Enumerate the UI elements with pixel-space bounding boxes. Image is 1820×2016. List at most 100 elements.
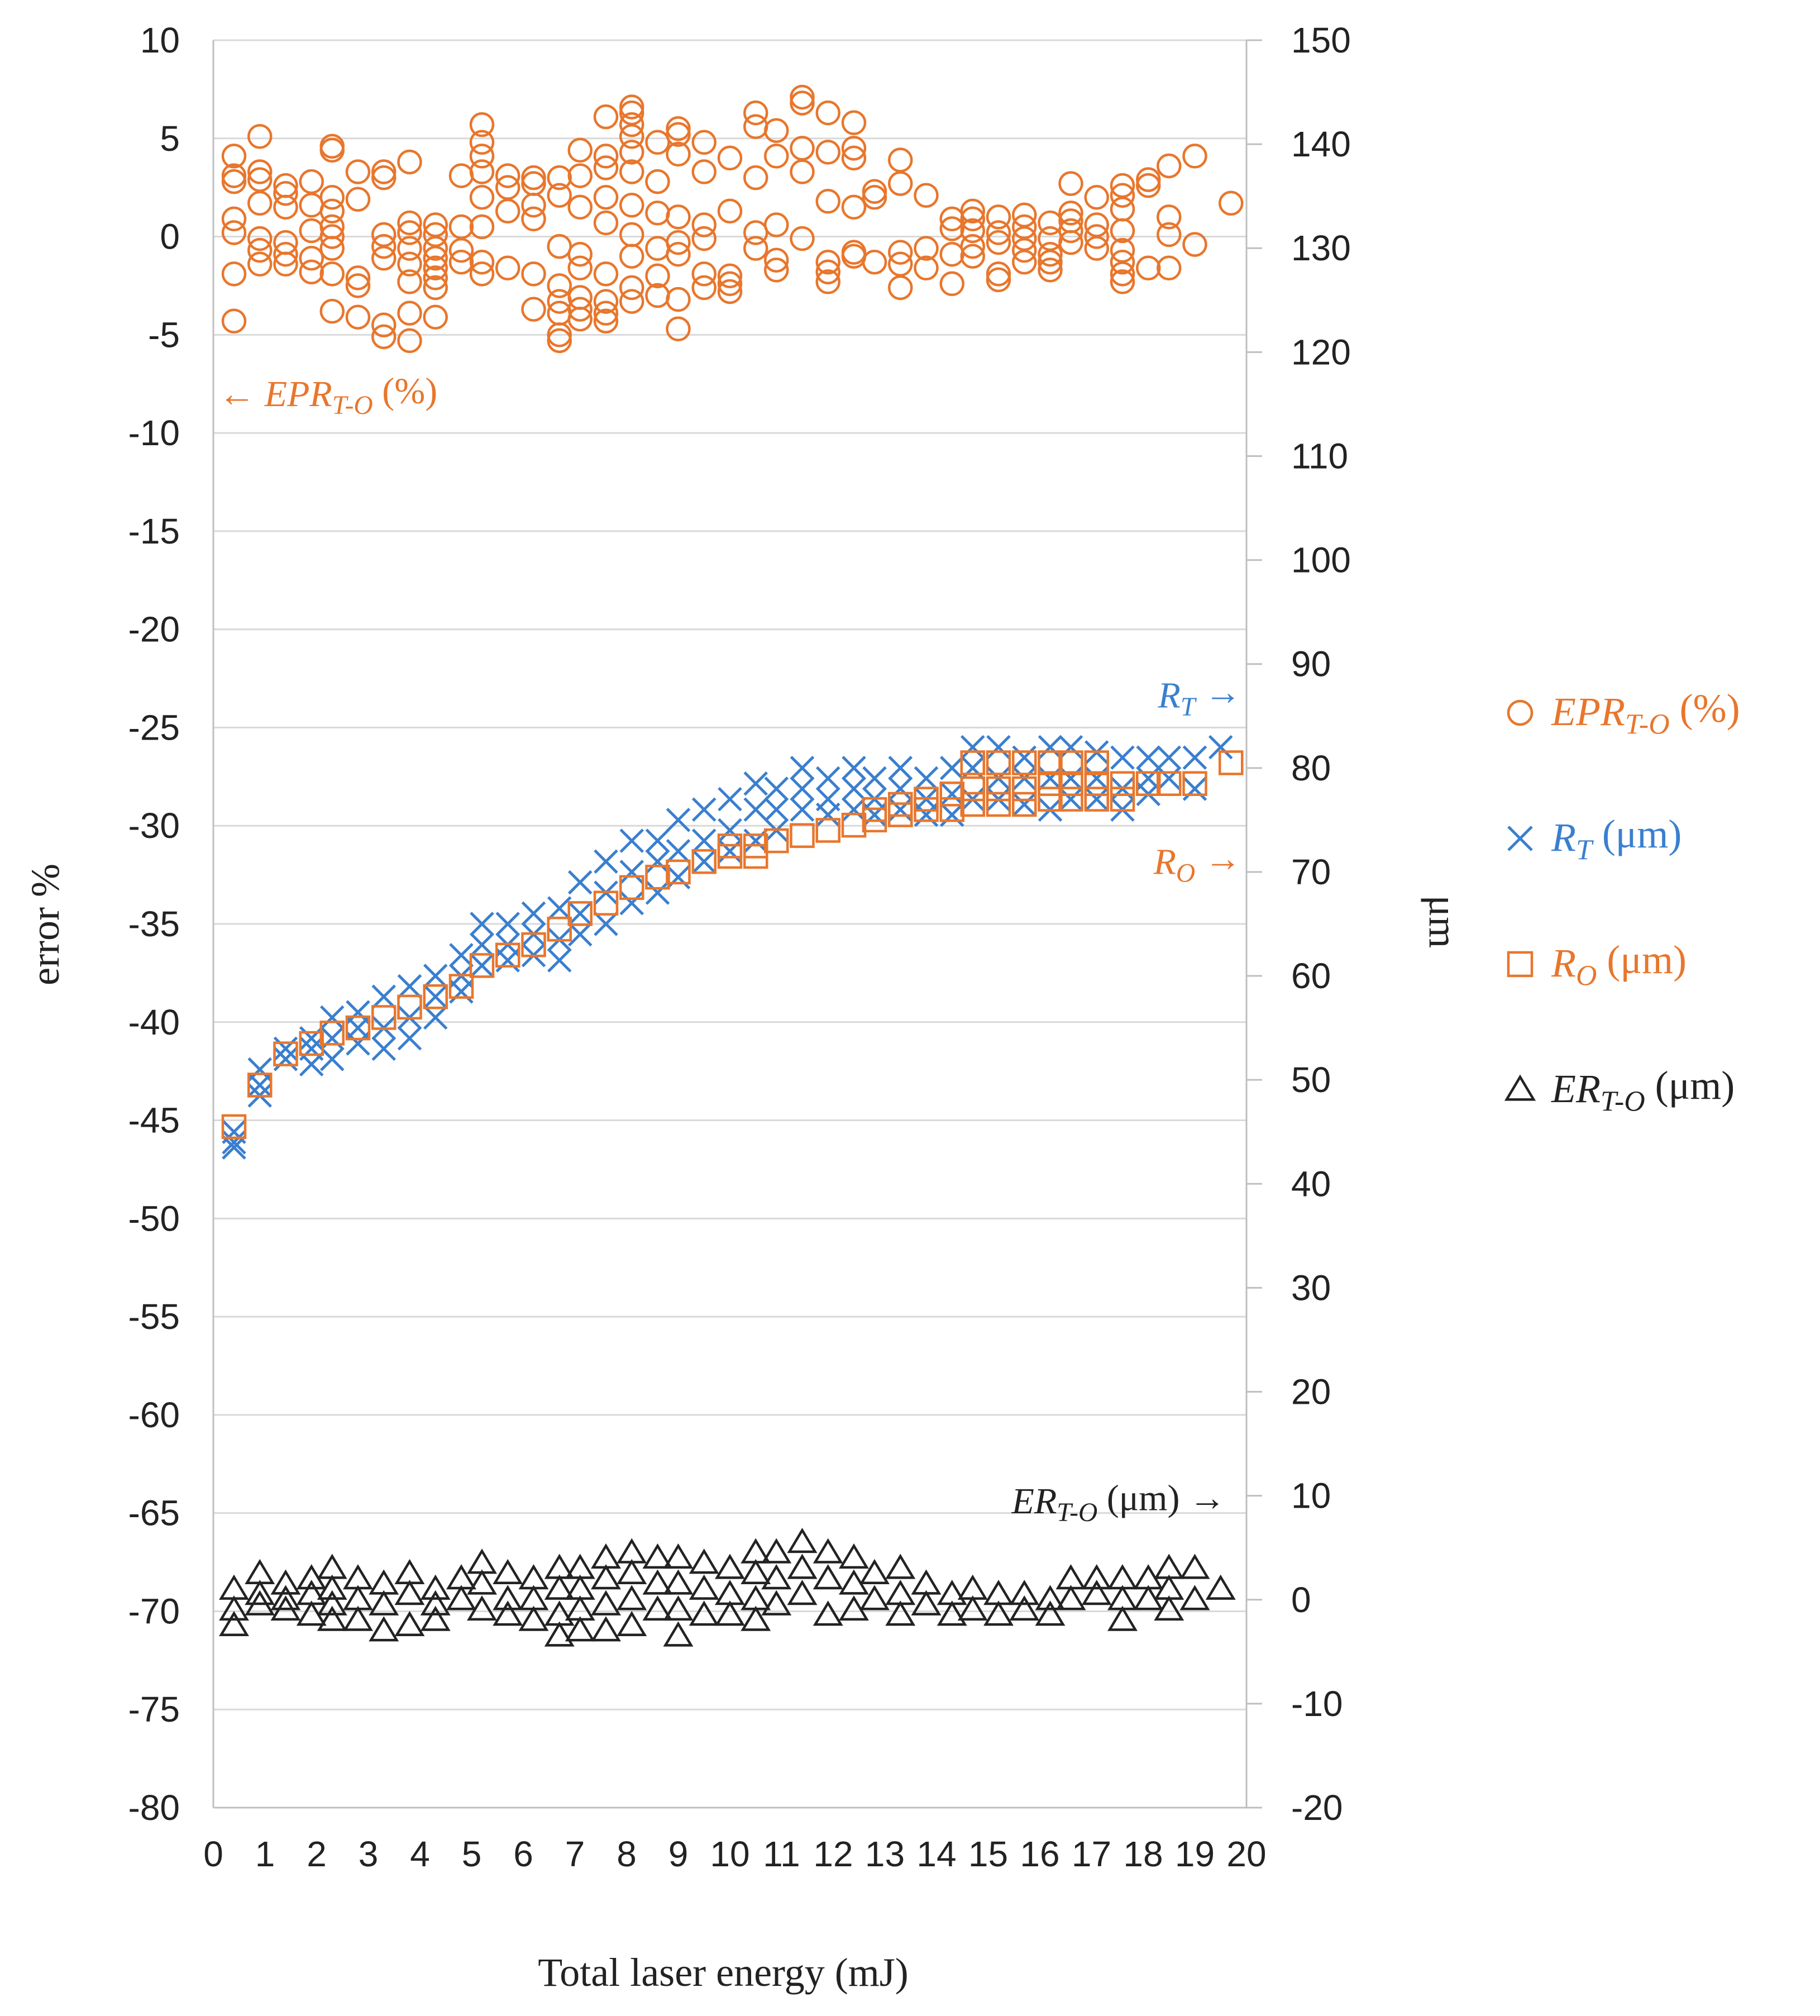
epr-point [717, 271, 743, 297]
rt-point [764, 797, 789, 822]
epr-point [960, 198, 985, 224]
rt-point [1012, 745, 1037, 770]
er-point [1133, 1585, 1164, 1610]
left-tick-label: 10 [140, 20, 180, 60]
epr-point [666, 230, 691, 255]
er-point [1179, 1553, 1210, 1579]
rt-point [1038, 735, 1063, 760]
epr-point [593, 308, 619, 333]
x-tick-label: 18 [1123, 1834, 1163, 1874]
er-point [839, 1543, 869, 1569]
x-tick-label: 15 [968, 1834, 1008, 1874]
rt-point [666, 808, 691, 832]
epr-point [567, 241, 593, 267]
right-tick-label: 130 [1291, 228, 1351, 268]
ro-point [319, 1021, 345, 1046]
epr-point [495, 255, 520, 281]
rt-point [521, 901, 546, 926]
epr-point [319, 184, 345, 210]
ro-point [1157, 771, 1182, 796]
epr-point [619, 94, 644, 120]
ro-point [299, 1031, 324, 1056]
epr-point [593, 261, 619, 287]
legend-marker-rt [1507, 826, 1533, 851]
legend-label-er: ERT-O (μm) [1551, 1063, 1735, 1118]
er-point [591, 1543, 621, 1569]
er-point [518, 1564, 549, 1590]
right-tick-label: 70 [1291, 852, 1331, 892]
epr-point [888, 171, 913, 196]
rt-point [567, 870, 593, 895]
epr-point [469, 214, 495, 240]
rt-point [743, 828, 768, 853]
epr-point [691, 130, 716, 155]
epr-point [273, 194, 298, 220]
epr-point [1219, 190, 1244, 216]
rt-point [986, 735, 1011, 760]
epr-point [247, 124, 273, 149]
ro-point [790, 823, 815, 849]
epr-point [299, 245, 324, 271]
epr-point [1110, 250, 1135, 275]
ro-point [743, 843, 768, 869]
x-tick-label: 5 [462, 1834, 482, 1874]
er-point [859, 1585, 890, 1610]
rt-point [222, 1135, 246, 1160]
er-point [741, 1559, 771, 1584]
right-tick-label: 100 [1291, 540, 1351, 580]
rt-point [691, 797, 716, 822]
epr-point [547, 183, 572, 208]
right-tick-label: 0 [1291, 1580, 1311, 1620]
epr-point [939, 206, 964, 232]
er-point [937, 1580, 967, 1605]
epr-point [469, 112, 495, 137]
er-point [983, 1600, 1014, 1626]
right-tick-label: 120 [1291, 332, 1351, 372]
epr-point [371, 245, 397, 271]
data-series [219, 84, 1244, 1647]
left-tick-label: -35 [128, 904, 180, 944]
er-point [1009, 1595, 1040, 1621]
epr-point [221, 308, 247, 333]
rt-point [423, 964, 448, 988]
epr-point [547, 165, 572, 190]
er-point [591, 1616, 621, 1642]
ro-point [691, 849, 716, 874]
right-axis-title: μm [1421, 895, 1465, 949]
legend-marker-er [1504, 1074, 1536, 1101]
right-tick-label: -20 [1291, 1788, 1343, 1828]
x-tick-label: 3 [359, 1834, 379, 1874]
epr-point [495, 198, 520, 224]
er-point [957, 1595, 988, 1621]
rt-point [939, 756, 964, 780]
er-point [317, 1553, 347, 1579]
left-tick-label: -5 [148, 314, 180, 355]
left-tick-label: -65 [128, 1493, 180, 1533]
x-tick-label: 4 [410, 1834, 430, 1874]
x-tick-label: 10 [710, 1834, 749, 1874]
rt-point [1038, 766, 1063, 791]
rt-point [470, 912, 494, 936]
er-point [839, 1595, 869, 1621]
epr-point [345, 304, 371, 330]
x-tick-label: 19 [1175, 1834, 1215, 1874]
er-point [245, 1559, 275, 1584]
epr-point [397, 210, 422, 236]
er-point [245, 1580, 275, 1605]
epr-point [841, 136, 867, 161]
epr-point [221, 144, 247, 169]
epr-point [423, 236, 448, 261]
rt-point [567, 901, 593, 926]
right-tick-label: 10 [1291, 1476, 1331, 1516]
ro-point [1084, 771, 1109, 796]
epr-point [619, 244, 644, 269]
epr-point [1157, 153, 1182, 179]
epr-point [567, 255, 593, 281]
epr-point [815, 259, 840, 285]
rt-point [645, 849, 670, 874]
rt-point [888, 776, 913, 801]
left-tick-label: -80 [128, 1788, 180, 1828]
er-point [343, 1585, 373, 1610]
rt-point [1157, 745, 1182, 770]
rt-point [790, 756, 815, 780]
